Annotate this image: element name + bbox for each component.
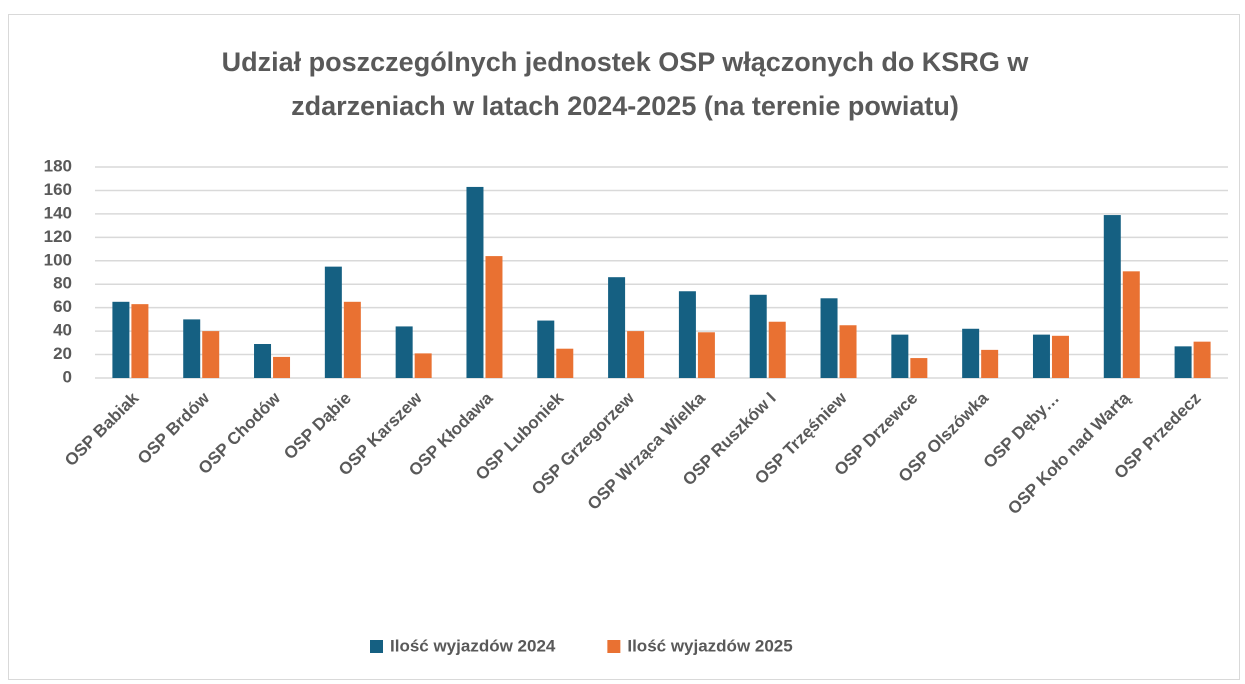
bar (749, 294, 767, 378)
x-tick-label: OSP Koło nad Wartą (1004, 388, 1134, 518)
bar (820, 298, 838, 378)
bar (343, 301, 361, 378)
bar (414, 353, 432, 378)
bar (1032, 334, 1050, 378)
y-tick-label: 140 (44, 203, 72, 222)
x-tick-label: OSP Babiak (61, 388, 143, 470)
bar (202, 331, 220, 378)
legend-swatch (370, 640, 383, 653)
bar (910, 358, 928, 378)
y-tick-label: 20 (53, 344, 72, 363)
bar (1122, 271, 1140, 378)
bar (131, 304, 149, 378)
bar (962, 328, 980, 378)
bar (1051, 335, 1069, 378)
bar (891, 334, 909, 378)
legend-label: Ilość wyjazdów 2025 (627, 636, 792, 655)
y-tick-label: 80 (53, 274, 72, 293)
bar (183, 319, 201, 378)
bar (768, 321, 786, 378)
bar (556, 348, 574, 378)
bar (254, 344, 272, 378)
y-tick-label: 180 (44, 156, 72, 175)
bar (697, 332, 715, 378)
chart-title: Udział poszczególnych jednostek OSP włąc… (221, 47, 1029, 121)
x-tick-label: OSP Dąbie (280, 389, 355, 464)
y-tick-label: 40 (53, 321, 72, 340)
legend-label: Ilość wyjazdów 2024 (390, 636, 556, 655)
x-tick-label: OSP Wrząca Wielka (584, 388, 710, 514)
bar (1174, 346, 1192, 378)
x-tick-label: OSP Brdów (134, 388, 214, 468)
bar (112, 301, 130, 378)
bar (627, 331, 645, 378)
bar (395, 326, 413, 378)
bar (324, 266, 342, 378)
bar (485, 256, 503, 378)
y-tick-label: 120 (44, 227, 72, 246)
y-tick-label: 160 (44, 180, 72, 199)
bar (1193, 341, 1211, 378)
bar (608, 277, 626, 378)
bar (273, 356, 291, 378)
chart-frame (8, 14, 1240, 680)
legend-swatch (607, 640, 621, 653)
bar (1103, 215, 1121, 378)
bar (678, 291, 696, 378)
bar (537, 320, 555, 378)
y-tick-label: 100 (44, 250, 72, 269)
bar (981, 349, 999, 378)
y-tick-label: 0 (63, 367, 72, 386)
y-tick-label: 60 (53, 297, 72, 316)
bar (839, 325, 857, 378)
bar (466, 186, 484, 378)
